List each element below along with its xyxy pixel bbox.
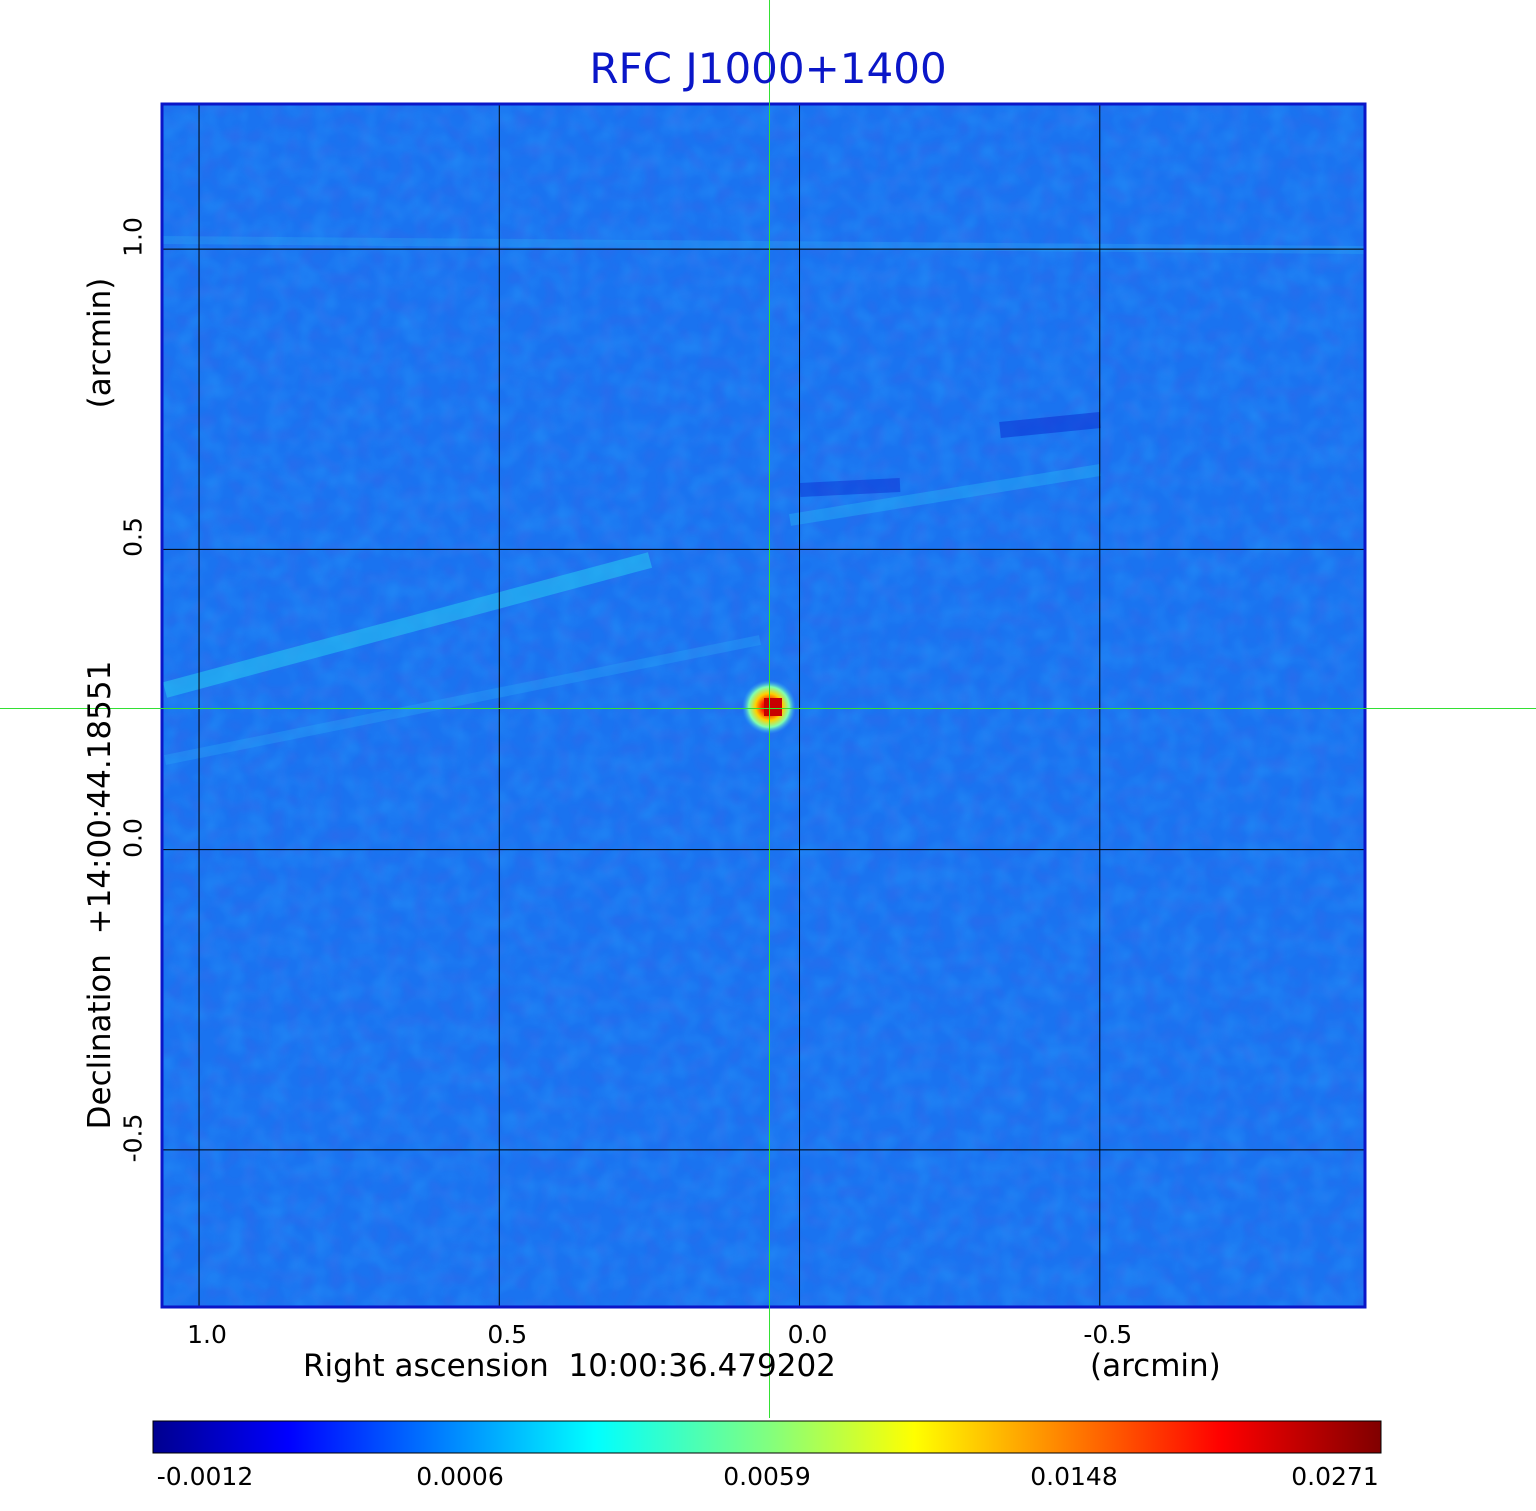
- plot-frame: [160, 102, 1367, 1309]
- x-tick-label: -0.5: [1083, 1320, 1133, 1349]
- y-axis-label: Declination +14:00:44.18551: [82, 660, 118, 1130]
- x-axis-unit: (arcmin): [1090, 1348, 1221, 1384]
- source-core: [764, 698, 782, 716]
- x-axis-label: Right ascension 10:00:36.479202: [303, 1348, 836, 1384]
- crosshair: [0, 0, 1536, 1418]
- colorbar: [152, 1420, 1382, 1454]
- x-tick-label: 0.5: [487, 1320, 528, 1349]
- grid-lines: [163, 105, 1364, 1306]
- x-tick-label: 1.0: [187, 1320, 227, 1349]
- y-tick-label: 0.5: [118, 517, 148, 558]
- y-tick-label: -0.5: [118, 1113, 148, 1163]
- x-tick-label: 0.0: [787, 1320, 828, 1349]
- chart-title: RFC J1000+1400: [589, 44, 947, 93]
- y-axis-unit: (arcmin): [82, 277, 118, 409]
- colorbar-tick-label: -0.0012: [156, 1462, 254, 1491]
- colorbar-tick-label: 0.0006: [416, 1462, 504, 1491]
- colorbar-tick-label: 0.0148: [1030, 1462, 1118, 1491]
- colorbar-tick-label: 0.0059: [723, 1462, 811, 1491]
- y-tick-label: 1.0: [118, 217, 148, 257]
- heatmap-image: [163, 105, 1364, 1306]
- colorbar-tick-label: 0.0271: [1291, 1462, 1379, 1491]
- y-tick-label: 0.0: [118, 817, 148, 858]
